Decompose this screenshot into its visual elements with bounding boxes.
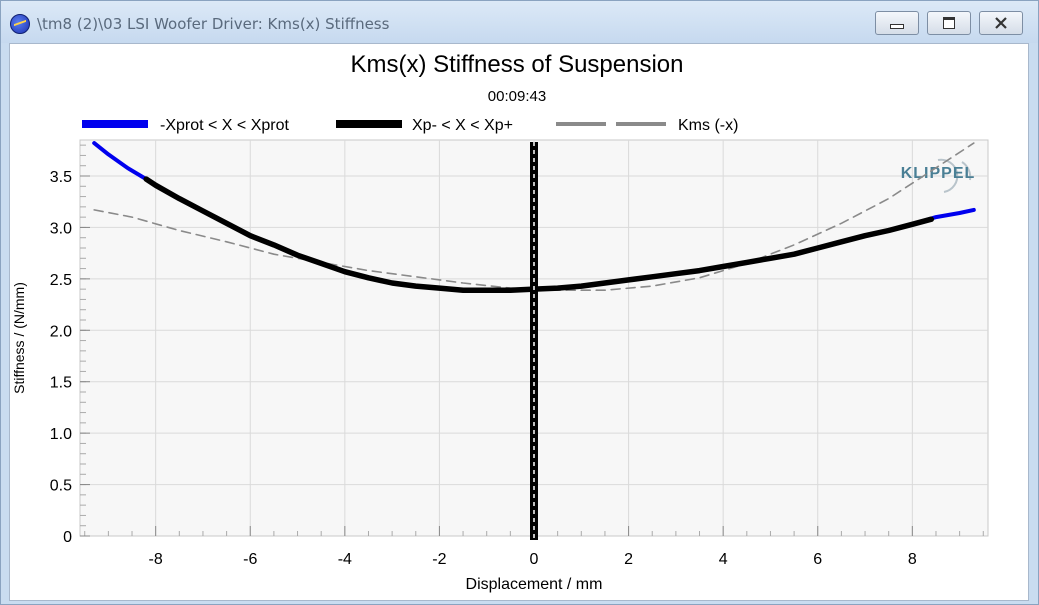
legend-item-dashed[interactable]: Kms (-x) <box>556 117 738 134</box>
close-icon <box>980 12 1022 34</box>
x-tick-label: 2 <box>624 551 633 568</box>
x-tick-label: 8 <box>908 551 917 568</box>
x-tick-label: 0 <box>530 551 539 568</box>
legend-label-dashed: Kms (-x) <box>678 117 738 134</box>
x-axis-ticks: -8 -6 -4 -2 0 2 4 6 8 <box>149 526 917 568</box>
x-tick-label: -4 <box>338 551 352 568</box>
title-bar[interactable]: \tm8 (2)\03 LSI Woofer Driver: Kms(x) St… <box>1 1 1038 43</box>
logo-text: KLIPPEL <box>901 165 976 182</box>
maximize-button[interactable] <box>927 11 971 35</box>
x-tick-label: -8 <box>149 551 163 568</box>
y-tick-label: 3.0 <box>50 220 72 237</box>
y-tick-label: 0.5 <box>50 478 72 495</box>
y-tick-label: 1.0 <box>50 426 72 443</box>
x-axis-label: Displacement / mm <box>466 576 603 593</box>
legend-item-black[interactable]: Xp- < X < Xp+ <box>336 117 513 134</box>
minimize-button[interactable] <box>875 11 919 35</box>
minor-ticks <box>80 144 984 536</box>
y-tick-label: 2.5 <box>50 272 72 289</box>
x-tick-label: 6 <box>813 551 822 568</box>
y-axis-ticks: 0 0.5 1.0 1.5 2.0 2.5 3.0 3.5 <box>50 169 90 546</box>
chart-area: Kms(x) Stiffness of Suspension 00:09:43 … <box>9 43 1029 601</box>
chart-subtitle: 00:09:43 <box>488 88 546 105</box>
legend-label-blue: -Xprot < X < Xprot <box>160 117 290 134</box>
x-tick-label: -6 <box>243 551 257 568</box>
y-tick-label: 2.0 <box>50 323 72 340</box>
legend-item-blue[interactable]: -Xprot < X < Xprot <box>82 117 290 134</box>
maximize-icon <box>928 12 970 34</box>
minimize-icon <box>876 12 918 34</box>
x-tick-label: -2 <box>432 551 446 568</box>
series-line-2 <box>93 142 975 291</box>
y-tick-label: 0 <box>63 529 72 546</box>
klippel-logo: KLIPPEL <box>901 158 976 193</box>
y-tick-label: 3.5 <box>50 169 72 186</box>
x-tick-label: 4 <box>719 551 728 568</box>
window-title: \tm8 (2)\03 LSI Woofer Driver: Kms(x) St… <box>37 15 390 33</box>
legend: -Xprot < X < Xprot Xp- < X < Xp+ Kms (-x… <box>82 117 738 134</box>
y-tick-label: 1.5 <box>50 375 72 392</box>
chart-svg: Kms(x) Stiffness of Suspension 00:09:43 … <box>11 51 989 593</box>
y-axis-label: Stiffness / (N/mm) <box>11 282 27 394</box>
close-button[interactable] <box>979 11 1023 35</box>
legend-label-black: Xp- < X < Xp+ <box>412 117 513 134</box>
app-icon[interactable] <box>10 14 30 34</box>
chart-title: Kms(x) Stiffness of Suspension <box>350 51 683 78</box>
